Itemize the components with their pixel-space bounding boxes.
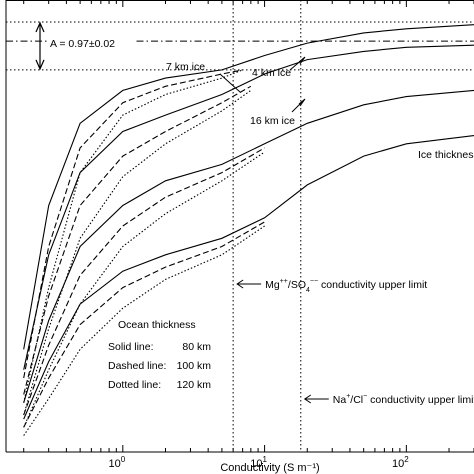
marker-arrowhead-1: [303, 394, 312, 404]
series-curve-dashed-7km: [23, 85, 252, 395]
curve-label-2: 16 km ice: [250, 115, 295, 127]
amplitude-arrow-down: [35, 59, 45, 71]
legend-value-2: 120 km: [177, 379, 212, 391]
annotations: A = 0.97±0.02 7 km ice 4 km ice 16 km ice Ic…: [35, 21, 474, 406]
series-curve-dashed-25km: [23, 221, 265, 428]
series-curve-dotted-25km: [23, 225, 265, 436]
legend-style-2: Dotted line:: [108, 379, 161, 391]
x-tick-label-0: 100: [108, 455, 125, 470]
series-curve-solid-25km: [23, 135, 474, 420]
series-curve-solid-7km: [23, 44, 474, 370]
series-curve-dotted-4km: [23, 69, 243, 403]
marker-label-1: Na+/Cl− conductivity upper limit: [333, 393, 474, 406]
legend-style-1: Dashed line:: [108, 360, 166, 372]
series-curve-dashed-4km: [23, 69, 243, 379]
amplitude-arrow-up: [35, 21, 45, 33]
series-curve-dotted-16km: [23, 151, 265, 428]
x-axis-title: Conductivity (S m⁻¹): [220, 462, 319, 474]
x-tick-label-2: 102: [392, 455, 409, 470]
series-curve-dotted-7km: [23, 89, 252, 416]
x-tick-label-1: 101: [250, 455, 267, 470]
curve-label-3: Ice thickness: [418, 149, 474, 161]
curve-label-0: 7 km ice: [166, 61, 205, 73]
axes: 100 101 102 Conductivity (S m⁻¹): [5, 0, 474, 474]
series-curve-solid-4km: [23, 24, 474, 350]
amplitude-label-bg: [48, 36, 134, 50]
marker-label-0: Mg++/SO4−− conductivity upper limit: [265, 278, 427, 294]
amplitude-label: A = 0.97±0.02: [50, 38, 115, 50]
legend-style-0: Solid line:: [108, 341, 154, 353]
series-curves: [23, 24, 474, 436]
curve-label-pointer-7km: [219, 73, 241, 93]
legend-value-1: 100 km: [177, 360, 212, 372]
marker-arrowhead-0: [236, 279, 244, 289]
series-curve-solid-16km: [23, 89, 474, 403]
curve-label-pointer-4km-head: [298, 56, 306, 65]
series-curve-dashed-16km: [23, 147, 265, 416]
curve-label-pointer-16km-head: [298, 98, 306, 107]
legend-value-0: 80 km: [182, 341, 211, 353]
curve-label-1: 4 km ice: [252, 67, 291, 79]
legend-title: Ocean thickness: [118, 319, 196, 331]
